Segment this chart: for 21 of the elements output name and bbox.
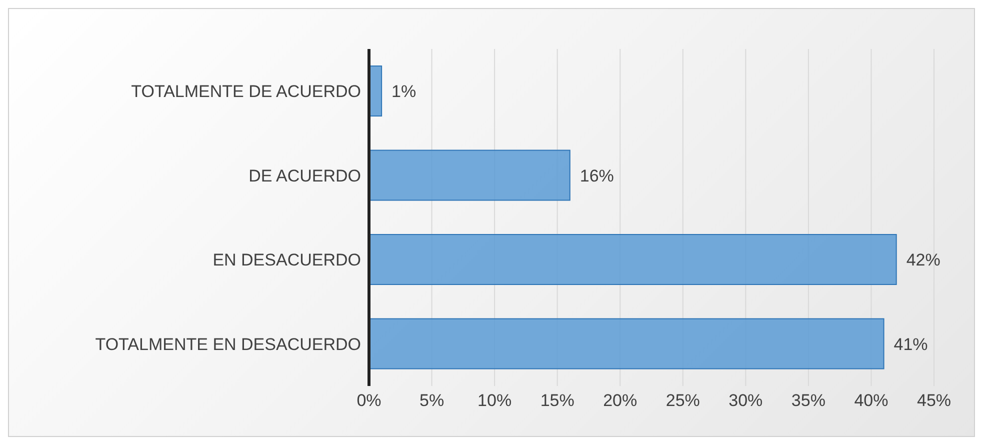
data-label: 41% (894, 334, 928, 354)
data-label: 16% (580, 166, 614, 186)
x-tick-label: 30% (728, 391, 763, 410)
x-tick-label: 0% (356, 391, 382, 410)
x-tick-label: 40% (854, 391, 888, 410)
bar (369, 234, 897, 285)
x-tick-label: 10% (478, 391, 512, 410)
y-tick-label: EN DESACUERDO (212, 250, 361, 270)
x-tick-label: 25% (666, 391, 700, 410)
data-label: 42% (906, 250, 940, 270)
x-tick-label: 20% (603, 391, 638, 410)
y-tick-label: DE ACUERDO (248, 166, 361, 186)
x-tick-label: 15% (540, 391, 574, 410)
x-tick-label: 5% (419, 391, 444, 410)
data-label: 1% (392, 82, 416, 102)
x-tick-label: 45% (916, 391, 952, 410)
x-tick-label: 35% (791, 391, 826, 410)
y-tick-label: TOTALMENTE DE ACUERDO (131, 82, 361, 102)
y-tick-label: TOTALMENTE EN DESACUERDO (95, 334, 361, 354)
bar (369, 150, 570, 201)
bar (369, 318, 884, 370)
